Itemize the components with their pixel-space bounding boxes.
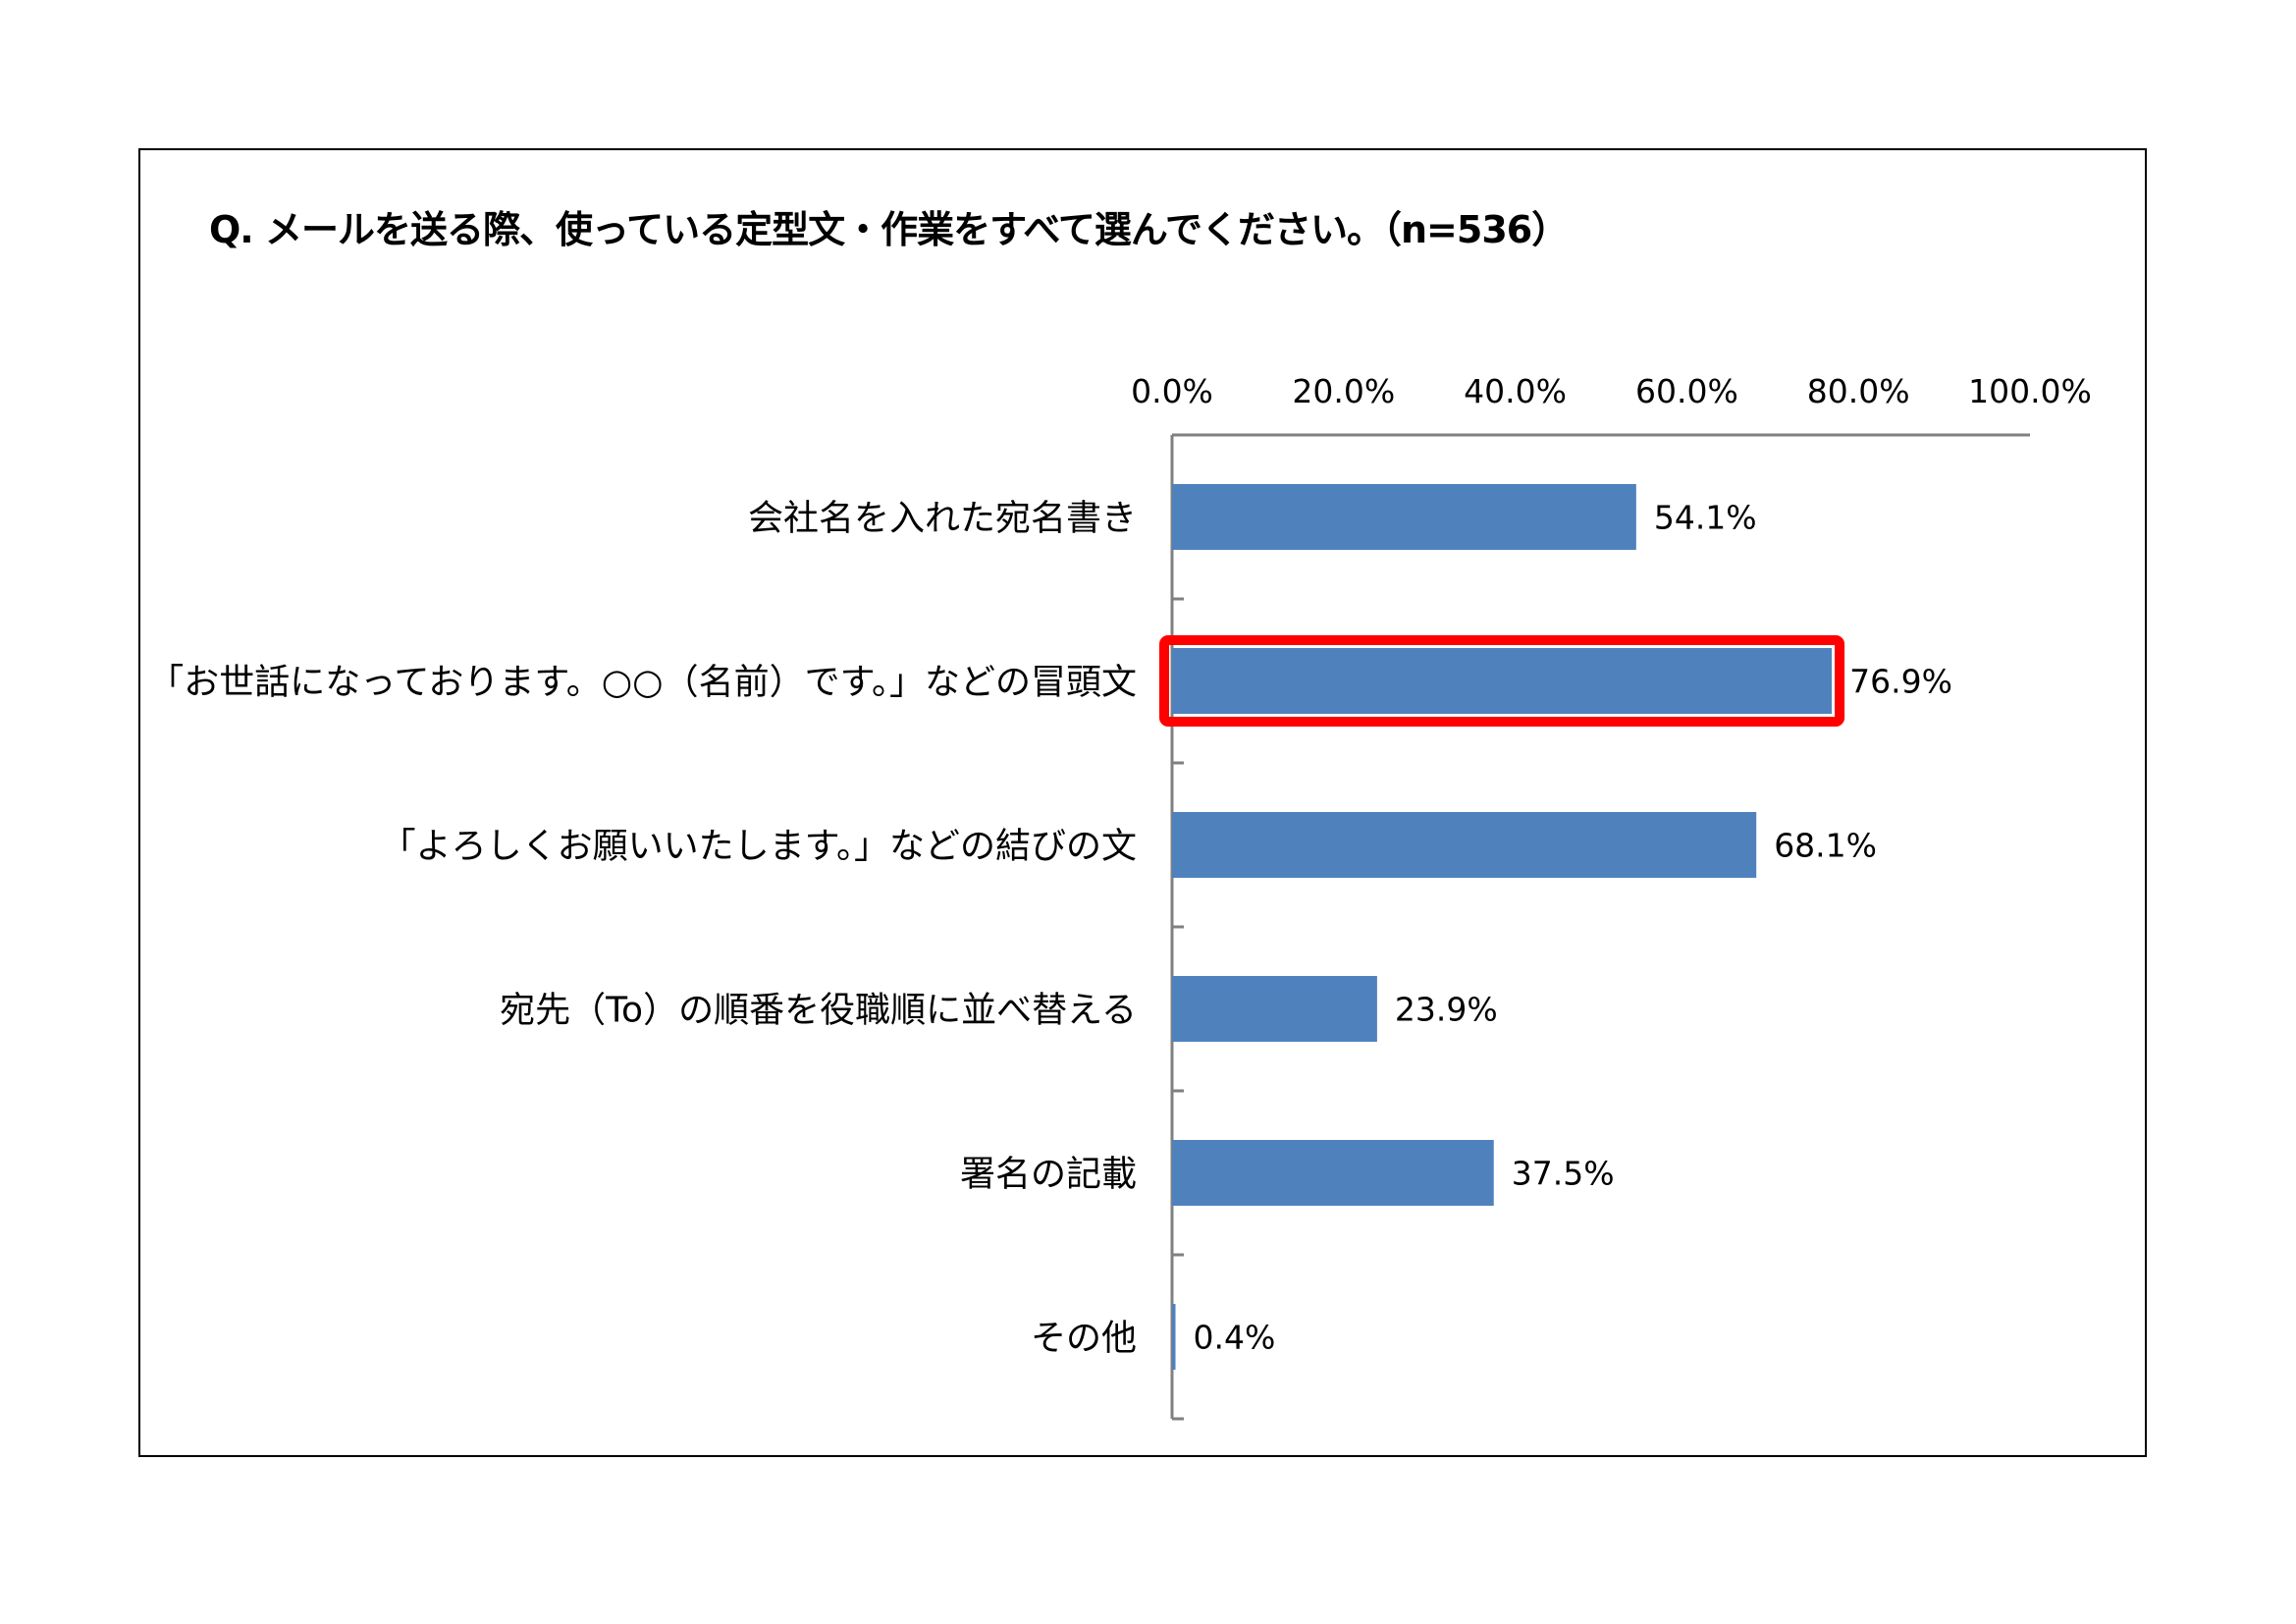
bar (1172, 1304, 1176, 1370)
x-tick-label: 20.0% (1292, 372, 1395, 410)
data-label: 23.9% (1395, 991, 1498, 1029)
bar (1172, 648, 1833, 714)
category-label: 会社名を入れた宛名書き (748, 499, 1137, 539)
data-label: 0.4% (1193, 1319, 1275, 1357)
x-tick-label: 80.0% (1807, 372, 1910, 410)
data-label: 68.1% (1774, 827, 1877, 865)
data-label: 54.1% (1654, 499, 1757, 537)
category-label: その他 (1031, 1319, 1137, 1359)
bar (1172, 976, 1377, 1042)
data-label: 76.9% (1849, 663, 1952, 701)
x-tick-label: 60.0% (1635, 372, 1738, 410)
x-tick-label: 0.0% (1131, 372, 1213, 410)
chart-frame (138, 148, 2147, 1457)
category-label: 「よろしくお願いいたします。」などの結びの文 (381, 827, 1137, 867)
category-label: 「お世話になっております。○○（名前）です。」などの冒頭文 (148, 663, 1137, 703)
bar (1172, 812, 1757, 878)
chart-title: Q. メールを送る際、使っている定型文・作業をすべて選んでください。（n=536… (209, 208, 1569, 251)
highlight-box (1159, 635, 1845, 727)
category-label: 署名の記載 (960, 1155, 1137, 1195)
data-label: 37.5% (1512, 1155, 1615, 1193)
x-tick-label: 40.0% (1464, 372, 1567, 410)
category-label: 宛先（To）の順番を役職順に並べ替える (500, 991, 1137, 1031)
x-tick-label: 100.0% (1968, 372, 2092, 410)
bar (1172, 1140, 1494, 1206)
bar (1172, 484, 1636, 550)
